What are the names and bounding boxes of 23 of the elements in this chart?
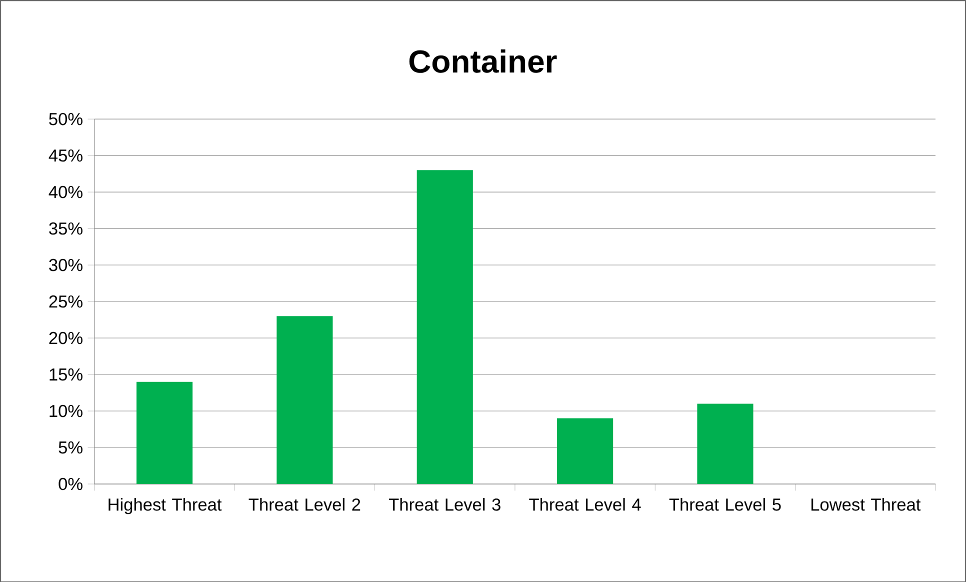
y-tick-label: 10% [50,404,82,417]
chart-title: Container [409,49,557,73]
x-tick-label: Threat Level 4 [529,498,641,511]
y-tick-label: 30% [49,258,82,271]
y-tick-label: 35% [49,222,82,234]
bar [697,404,754,484]
x-tick-label: Threat Level 3 [388,498,500,511]
y-tick-label: 25% [49,295,82,308]
x-tick-label: Highest Threat [108,498,222,514]
y-tick-label: 5% [58,441,82,454]
x-tick-label: Lowest Threat [811,498,921,511]
bar [136,382,193,484]
bar [557,418,614,484]
y-tick-label: 20% [49,332,82,344]
y-tick-label: 40% [48,186,82,198]
y-tick-label: 15% [50,368,82,380]
y-tick-label: 0% [58,478,82,490]
y-tick-label: 50% [49,112,82,125]
y-tick-label: 45% [48,149,82,162]
bar [276,316,333,484]
x-tick-label: Threat Level 5 [669,498,781,511]
bar [416,170,473,484]
x-tick-label: Threat Level 2 [248,498,360,511]
